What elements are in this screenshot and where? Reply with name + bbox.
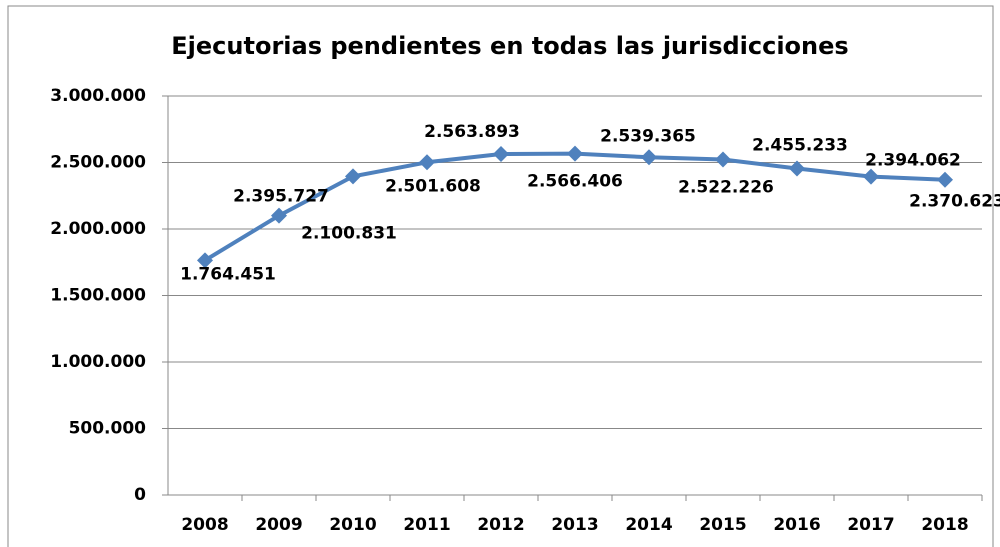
x-tick-label: 2016 bbox=[773, 515, 820, 535]
chart-title: Ejecutorias pendientes en todas las juri… bbox=[171, 32, 848, 60]
marker bbox=[493, 146, 509, 163]
data-label: 2.566.406 bbox=[527, 172, 623, 192]
marker bbox=[271, 207, 287, 224]
x-tick-label: 2013 bbox=[551, 515, 598, 535]
data-label: 2.370.623 bbox=[909, 192, 1000, 212]
data-label: 2.455.233 bbox=[752, 135, 848, 155]
marker bbox=[345, 168, 361, 185]
y-tick-label: 500.000 bbox=[69, 419, 147, 439]
y-tick-label: 1.000.000 bbox=[50, 352, 146, 372]
x-tick-label: 2018 bbox=[921, 515, 968, 535]
marker bbox=[419, 154, 435, 171]
x-tick-label: 2017 bbox=[847, 515, 894, 535]
chart-border bbox=[7, 5, 994, 547]
data-label: 2.394.062 bbox=[865, 151, 961, 171]
x-tick-label: 2010 bbox=[329, 515, 376, 535]
x-tick-label: 2008 bbox=[181, 515, 228, 535]
data-label: 2.501.608 bbox=[385, 176, 481, 196]
x-tick-label: 2015 bbox=[699, 515, 746, 535]
marker bbox=[715, 151, 731, 168]
data-label: 1.764.451 bbox=[180, 264, 276, 284]
y-tick-label: 2.000.000 bbox=[50, 219, 146, 239]
data-label: 2.563.893 bbox=[424, 122, 520, 142]
data-label: 2.395.727 bbox=[233, 186, 329, 206]
x-tick-label: 2009 bbox=[255, 515, 302, 535]
data-label: 2.100.831 bbox=[301, 224, 397, 244]
data-label: 2.539.365 bbox=[600, 126, 696, 146]
marker bbox=[789, 160, 805, 177]
x-tick-label: 2014 bbox=[625, 515, 672, 535]
data-label: 2.522.226 bbox=[678, 178, 774, 198]
marker bbox=[567, 145, 583, 162]
series-line bbox=[203, 151, 946, 263]
y-tick-label: 2.500.000 bbox=[50, 153, 146, 173]
marker bbox=[641, 149, 657, 166]
x-tick-label: 2012 bbox=[477, 515, 524, 535]
y-tick-label: 3.000.000 bbox=[50, 86, 146, 106]
y-tick-label: 1.500.000 bbox=[50, 286, 146, 306]
y-tick-label: 0 bbox=[134, 485, 146, 505]
x-tick-label: 2011 bbox=[403, 515, 450, 535]
marker bbox=[863, 168, 879, 185]
marker bbox=[937, 171, 953, 188]
marker bbox=[197, 252, 213, 269]
